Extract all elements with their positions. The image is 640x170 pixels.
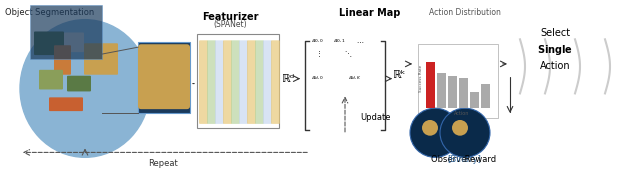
FancyBboxPatch shape [215, 40, 224, 124]
FancyBboxPatch shape [49, 97, 83, 111]
FancyBboxPatch shape [67, 76, 91, 91]
FancyBboxPatch shape [64, 32, 84, 52]
Circle shape [422, 120, 438, 136]
FancyBboxPatch shape [223, 40, 232, 124]
Bar [418, 44, 498, 118]
FancyBboxPatch shape [239, 40, 248, 124]
Text: Observe: Observe [431, 155, 469, 164]
Text: $\vdots$: $\vdots$ [315, 49, 321, 59]
Bar [197, 34, 279, 128]
Text: $\ddots$: $\ddots$ [344, 49, 352, 59]
FancyBboxPatch shape [263, 40, 272, 124]
Text: $\cdots$: $\cdots$ [356, 38, 364, 44]
Text: Featurizer: Featurizer [202, 12, 259, 22]
Bar [30, 5, 102, 59]
Ellipse shape [20, 20, 150, 157]
Text: Action Distribution: Action Distribution [429, 8, 501, 17]
Text: Repeat: Repeat [148, 159, 178, 168]
Text: (SPANet): (SPANet) [213, 20, 247, 29]
Text: Reward: Reward [462, 155, 496, 164]
Circle shape [410, 108, 460, 157]
FancyBboxPatch shape [84, 43, 118, 75]
FancyBboxPatch shape [34, 31, 64, 55]
FancyBboxPatch shape [39, 70, 63, 89]
Text: $a_{0,0}$: $a_{0,0}$ [312, 38, 324, 45]
Bar [426, 62, 435, 108]
FancyBboxPatch shape [271, 40, 280, 124]
Text: Update: Update [360, 114, 390, 123]
Text: $a_{0,1}$: $a_{0,1}$ [333, 38, 347, 45]
Text: ℝᵏ: ℝᵏ [393, 70, 407, 80]
Bar [481, 84, 490, 108]
FancyBboxPatch shape [54, 45, 71, 75]
Text: [Binary]: [Binary] [447, 155, 481, 164]
FancyBboxPatch shape [247, 40, 256, 124]
Text: Success Rate: Success Rate [419, 65, 423, 92]
FancyBboxPatch shape [138, 44, 190, 109]
Text: ℝᵈ: ℝᵈ [282, 74, 296, 84]
Circle shape [440, 108, 490, 157]
FancyBboxPatch shape [207, 40, 216, 124]
Text: $a_{d,0}$: $a_{d,0}$ [312, 75, 324, 82]
Bar [448, 76, 457, 108]
Bar [437, 73, 446, 108]
Bar [470, 92, 479, 108]
FancyBboxPatch shape [255, 40, 264, 124]
Text: Action: Action [454, 110, 470, 116]
Circle shape [452, 120, 468, 136]
Text: Select
$\bf{Single}$
Action: Select $\bf{Single}$ Action [537, 28, 573, 71]
FancyBboxPatch shape [199, 40, 208, 124]
Bar [138, 42, 190, 113]
Text: $a_{d,K}$: $a_{d,K}$ [348, 75, 362, 82]
FancyBboxPatch shape [231, 40, 240, 124]
Text: Object Segmentation: Object Segmentation [5, 8, 94, 17]
Text: Linear Map: Linear Map [339, 8, 401, 18]
Bar [459, 78, 468, 108]
